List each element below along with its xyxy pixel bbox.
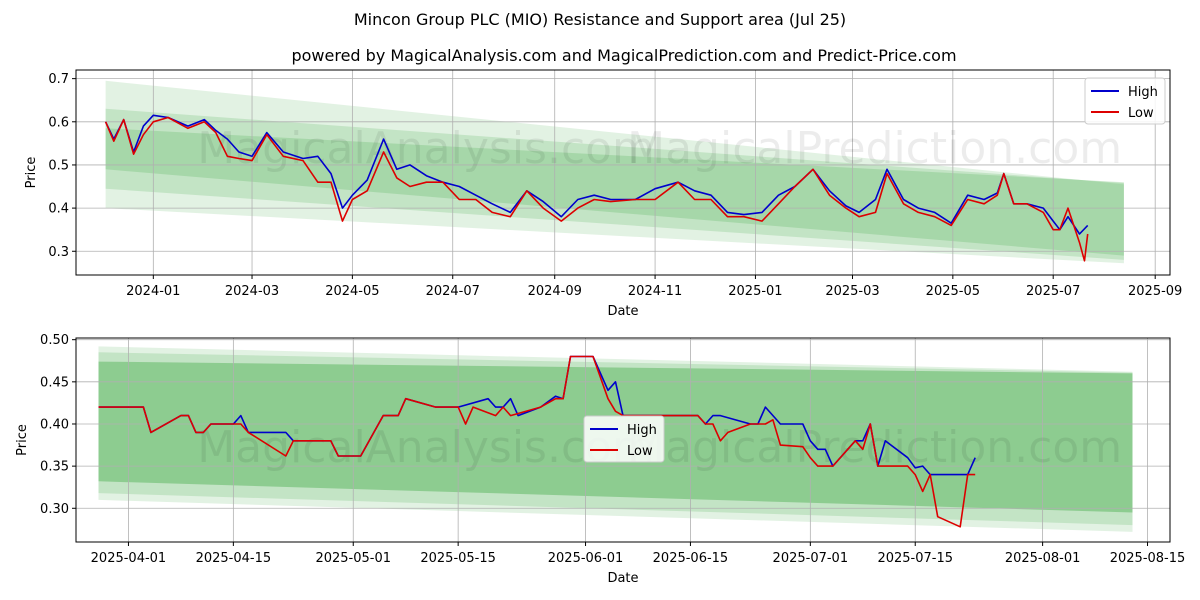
y-axis-label: Price	[15, 424, 30, 456]
x-axis-label: Date	[607, 304, 638, 319]
y-tick-label: 0.40	[40, 417, 69, 432]
x-tick-label: 2025-09	[1128, 284, 1182, 299]
band-area	[105, 108, 1124, 260]
chart-title: Mincon Group PLC (MIO) Resistance and Su…	[354, 10, 846, 29]
x-tick-label: 2025-05-15	[420, 551, 496, 566]
x-axis: 2025-04-01 2025-04-15 2025-05-01 2025-05-15…	[91, 542, 1186, 586]
watermark-right: MagicalPrediction.com	[627, 123, 1122, 174]
x-tick-label: 2024-07	[426, 284, 480, 299]
x-axis-label: Date	[607, 571, 638, 586]
y-tick-label: 0.6	[48, 115, 69, 130]
x-tick-label: 2025-04-15	[196, 551, 272, 566]
x-tick-label: 2024-03	[225, 284, 279, 299]
chart-subtitle: powered by MagicalAnalysis.com and Magic…	[291, 46, 956, 65]
y-tick-label: 0.7	[48, 72, 69, 87]
support-resistance-bands	[105, 80, 1124, 264]
top-chart-panel: MagicalAnalysis.comMagicalPrediction.com…	[24, 69, 1182, 319]
band-area	[105, 80, 1124, 264]
x-tick-label: 2024-09	[528, 284, 582, 299]
x-tick-label: 2025-06-01	[548, 551, 624, 566]
plot-frame	[75, 69, 1171, 276]
x-tick-label: 2025-07	[1026, 284, 1080, 299]
y-tick-label: 0.3	[48, 245, 69, 260]
y-tick-label: 0.30	[40, 502, 69, 517]
x-tick-label: 2025-04-01	[91, 551, 167, 566]
x-tick-label: 2025-08-01	[1005, 551, 1081, 566]
legend-label-low: Low	[1128, 106, 1154, 121]
x-tick-label: 2024-11	[628, 284, 682, 299]
legend-label-high: High	[627, 423, 657, 438]
y-tick-label: 0.45	[40, 375, 69, 390]
series-lines	[98, 355, 976, 528]
watermark-left: MagicalAnalysis.com	[197, 123, 655, 174]
y-tick-label: 0.5	[48, 158, 69, 173]
y-axis: 0.30 0.35 0.40 0.45 0.50 Price	[15, 333, 76, 517]
y-axis-label: Price	[24, 157, 39, 189]
x-tick-label: 2025-06-15	[653, 551, 729, 566]
x-tick-label: 2025-05-01	[315, 551, 391, 566]
legend-label-high: High	[1128, 85, 1158, 100]
plot-frame	[75, 337, 1171, 543]
x-tick-label: 2025-01	[728, 284, 782, 299]
x-tick-label: 2024-01	[126, 284, 180, 299]
x-tick-label: 2025-05	[926, 284, 980, 299]
x-tick-label: 2025-03	[825, 284, 879, 299]
y-tick-label: 0.50	[40, 333, 69, 348]
series-lines	[104, 114, 1089, 262]
legend-label-low: Low	[627, 444, 653, 459]
support-resistance-bands	[98, 346, 1133, 532]
series-line-low	[98, 355, 976, 528]
series-line-high	[104, 114, 1089, 235]
x-tick-label: 2025-07-15	[877, 551, 953, 566]
band-area	[105, 128, 1124, 256]
y-tick-label: 0.35	[40, 460, 69, 475]
bottom-chart-panel: MagicalAnalysis.comMagicalPrediction.com…	[15, 333, 1185, 586]
legend: High Low	[1084, 77, 1166, 125]
series-line-low	[104, 116, 1089, 262]
x-tick-label: 2025-08-15	[1110, 551, 1186, 566]
x-tick-label: 2024-05	[325, 284, 379, 299]
y-axis: 0.3 0.4 0.5 0.6 0.7 Price	[24, 72, 76, 260]
x-tick-label: 2025-07-01	[773, 551, 849, 566]
legend: High Low	[583, 415, 665, 463]
x-axis: 2024-01 2024-03 2024-05 2024-07 2024-09 2024-…	[126, 275, 1182, 319]
y-tick-label: 0.4	[48, 202, 69, 217]
